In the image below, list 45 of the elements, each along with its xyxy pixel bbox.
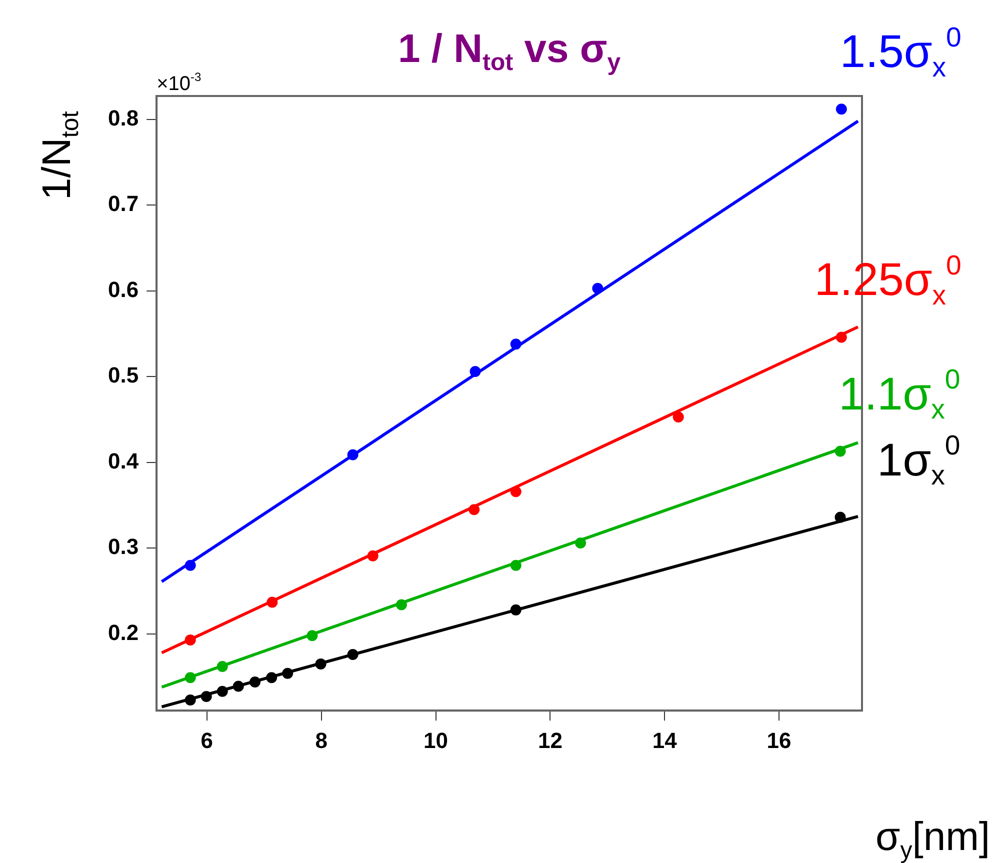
- y-axis-title: 1/Ntot: [35, 110, 84, 200]
- point: [510, 338, 522, 350]
- point: [396, 599, 407, 610]
- point: [184, 694, 196, 706]
- point: [468, 504, 480, 516]
- point: [306, 630, 318, 642]
- x-tick-label: 16: [766, 728, 792, 753]
- point: [315, 658, 326, 670]
- point: [266, 672, 278, 684]
- point: [836, 104, 847, 115]
- point: [575, 538, 586, 549]
- point: [232, 680, 244, 692]
- point: [834, 512, 846, 523]
- point: [216, 661, 228, 672]
- y-tick-label: 0.5: [108, 362, 139, 388]
- y-tick-label: 0.7: [108, 191, 139, 216]
- point: [282, 668, 294, 679]
- point: [347, 649, 358, 660]
- point: [249, 676, 260, 688]
- y-tick-label: 0.4: [108, 448, 140, 474]
- y-tick-label: 0.6: [108, 276, 139, 302]
- point: [367, 550, 378, 562]
- point: [836, 332, 847, 343]
- point: [510, 604, 522, 616]
- point: [200, 691, 212, 702]
- point: [216, 686, 228, 697]
- point: [470, 366, 481, 378]
- point: [266, 596, 278, 608]
- y-tick-label: 0.2: [108, 620, 139, 645]
- point: [184, 634, 196, 646]
- point: [672, 411, 684, 422]
- x-tick-label: 12: [538, 728, 562, 753]
- x-tick-label: 10: [424, 728, 448, 753]
- point: [184, 560, 196, 571]
- point: [510, 486, 522, 498]
- y-tick-label: 0.8: [108, 105, 139, 130]
- x-tick-label: 8: [315, 728, 328, 753]
- y-tick-label: 0.3: [108, 534, 139, 560]
- point: [184, 672, 196, 684]
- x-tick-label: 14: [652, 728, 678, 753]
- point: [347, 449, 358, 460]
- point: [592, 282, 604, 294]
- point: [834, 446, 846, 457]
- x-tick-label: 6: [200, 728, 214, 753]
- point: [510, 560, 522, 571]
